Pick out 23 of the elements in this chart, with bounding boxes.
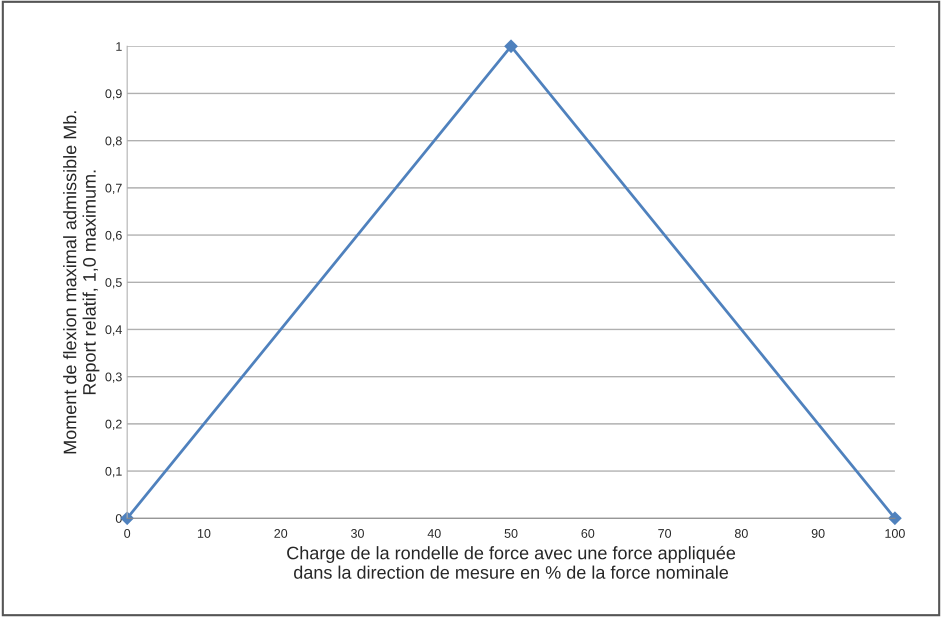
y-tick-label: 0,3 bbox=[105, 372, 122, 383]
y-tick-label: 1 bbox=[116, 42, 122, 51]
x-axis-title: Charge de la rondelle de force avec une force appliquée dans la direction de mesure en % de la force nominale bbox=[287, 546, 736, 579]
y-tick-label: 0,1 bbox=[105, 466, 122, 478]
y-axis-title: Moment de flexion maximal admissible Mb. Report relatif, 1,0 maximum. bbox=[63, 111, 100, 454]
x-tick-label: 70 bbox=[658, 529, 672, 538]
x-tick-label: 30 bbox=[351, 529, 364, 538]
x-tick-label: 50 bbox=[504, 529, 518, 538]
y-tick-label: 0,9 bbox=[105, 89, 122, 100]
y-tick-label: 0,2 bbox=[105, 420, 122, 430]
y-tick-label: 0,4 bbox=[105, 325, 122, 336]
x-tick-label: 80 bbox=[734, 529, 748, 538]
y-tick-label: 0,7 bbox=[105, 184, 122, 194]
x-tick-label: 0 bbox=[124, 529, 130, 538]
x-tick-label: 60 bbox=[581, 529, 594, 538]
x-tick-label: 10 bbox=[198, 529, 210, 538]
y-tick-label: 0,8 bbox=[105, 136, 122, 147]
y-tick-label: 0,5 bbox=[105, 278, 122, 288]
x-tick-label: 40 bbox=[428, 529, 441, 538]
x-tick-label: 100 bbox=[885, 529, 905, 538]
x-tick-label: 20 bbox=[274, 529, 288, 538]
y-tick-label: 0,6 bbox=[105, 230, 122, 242]
x-tick-label: 90 bbox=[812, 529, 825, 538]
